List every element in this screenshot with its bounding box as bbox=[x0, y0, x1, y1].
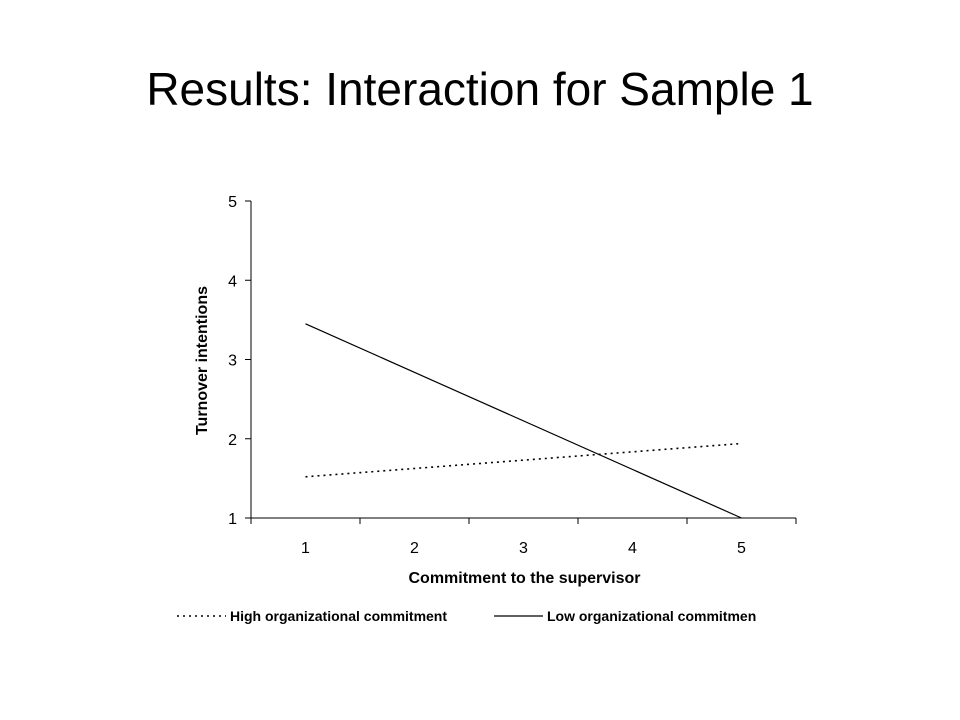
x-tick-label: 4 bbox=[628, 540, 637, 557]
y-tick-label: 2 bbox=[228, 432, 237, 449]
y-tick-label: 1 bbox=[228, 511, 237, 528]
y-tick-label: 4 bbox=[228, 273, 237, 290]
series-line-high bbox=[305, 442, 742, 478]
legend-label-high: High organizational commitment bbox=[230, 608, 447, 624]
x-ticks: 1 2 3 4 5 bbox=[250, 518, 797, 557]
x-tick-label: 5 bbox=[737, 540, 746, 557]
x-tick-label: 2 bbox=[410, 540, 419, 557]
plot-area: 1 2 3 4 5 1 2 3 4 5 bbox=[228, 194, 797, 557]
x-axis-title: Commitment to the supervisor bbox=[408, 570, 640, 587]
y-axis-title: Turnover intentions bbox=[194, 286, 211, 435]
x-tick-label: 1 bbox=[301, 540, 310, 557]
y-ticks: 1 2 3 4 5 bbox=[228, 194, 251, 528]
series-line-low bbox=[305, 323, 742, 519]
x-tick-label: 3 bbox=[519, 540, 528, 557]
y-tick-label: 3 bbox=[228, 353, 237, 370]
slide-title: Results: Interaction for Sample 1 bbox=[146, 63, 814, 115]
legend: High organizational commitment Low organ… bbox=[177, 608, 756, 624]
series-group bbox=[305, 323, 742, 519]
legend-label-low: Low organizational commitmen bbox=[547, 608, 756, 624]
y-tick-label: 5 bbox=[228, 194, 237, 211]
